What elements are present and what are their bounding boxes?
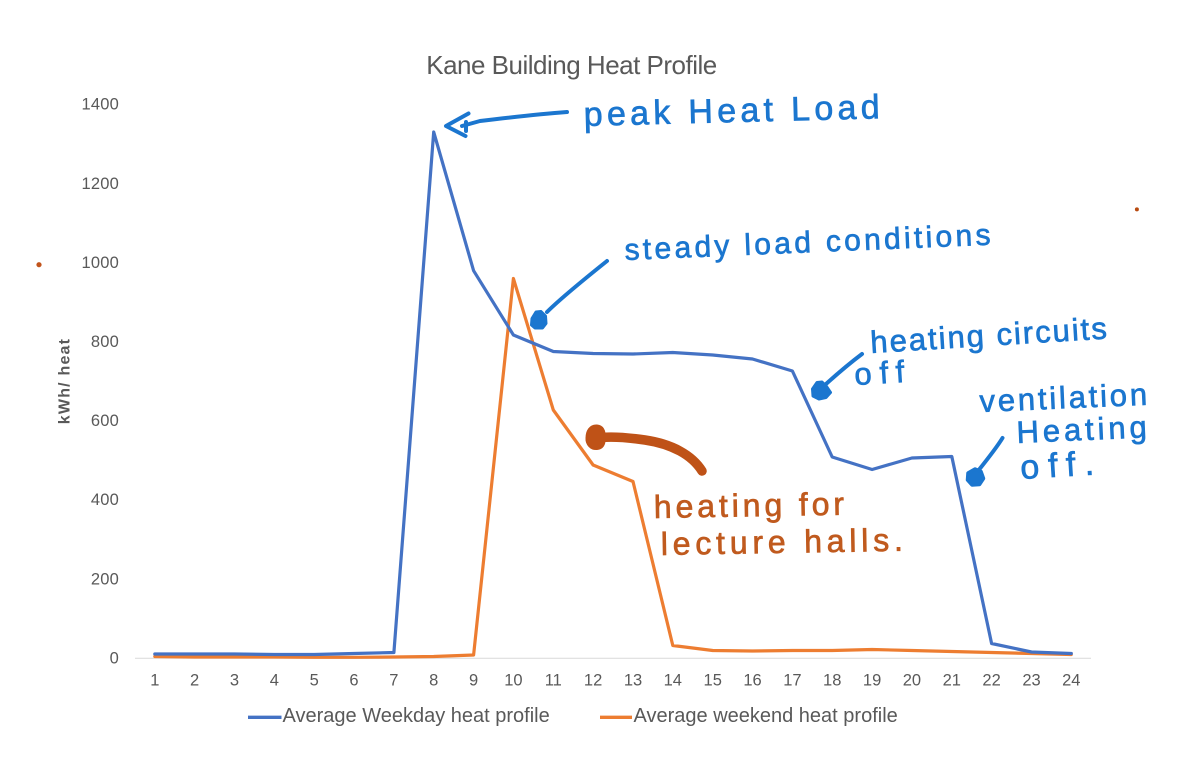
- svg-text:21: 21: [943, 672, 961, 690]
- svg-text:3: 3: [230, 672, 239, 690]
- svg-text:200: 200: [91, 570, 119, 588]
- svg-text:4: 4: [270, 672, 279, 690]
- svg-text:12: 12: [584, 672, 602, 690]
- svg-text:24: 24: [1062, 672, 1080, 690]
- svg-text:off: off: [853, 354, 913, 392]
- svg-text:off.: off.: [1019, 444, 1104, 487]
- svg-text:Kane Building Heat Profile: Kane Building Heat Profile: [426, 50, 717, 80]
- svg-text:400: 400: [91, 491, 119, 509]
- svg-text:0: 0: [110, 649, 119, 667]
- svg-text:22: 22: [982, 672, 1000, 690]
- svg-text:19: 19: [863, 672, 881, 690]
- svg-text:Average weekend heat profile: Average weekend heat profile: [634, 705, 898, 727]
- svg-text:15: 15: [704, 672, 722, 690]
- svg-text:600: 600: [91, 412, 119, 430]
- svg-text:17: 17: [783, 672, 801, 690]
- svg-text:1000: 1000: [81, 254, 119, 272]
- svg-text:Heating: Heating: [1016, 409, 1152, 450]
- svg-text:heating for: heating for: [653, 486, 848, 525]
- svg-text:14: 14: [664, 672, 682, 690]
- svg-text:5: 5: [310, 672, 319, 690]
- svg-text:800: 800: [91, 333, 119, 351]
- svg-text:lecture halls.: lecture halls.: [660, 522, 907, 562]
- svg-text:1200: 1200: [81, 175, 119, 193]
- svg-text:7: 7: [389, 672, 398, 690]
- svg-text:kWh/ heat: kWh/ heat: [57, 338, 74, 424]
- svg-text:20: 20: [903, 672, 921, 690]
- svg-text:8: 8: [429, 672, 438, 690]
- svg-text:ventilation: ventilation: [979, 377, 1151, 419]
- svg-text:6: 6: [349, 672, 358, 690]
- svg-text:2: 2: [190, 672, 199, 690]
- svg-text:13: 13: [624, 672, 642, 690]
- svg-text:18: 18: [823, 672, 841, 690]
- svg-text:10: 10: [504, 672, 522, 690]
- svg-text:16: 16: [743, 672, 761, 690]
- svg-text:9: 9: [469, 672, 478, 690]
- svg-text:peak Heat Load: peak Heat Load: [583, 88, 884, 134]
- svg-text:23: 23: [1022, 672, 1040, 690]
- svg-text:11: 11: [545, 672, 562, 690]
- svg-text:Average Weekday heat profile: Average Weekday heat profile: [283, 705, 550, 727]
- svg-text:1400: 1400: [81, 96, 119, 114]
- svg-text:1: 1: [150, 672, 159, 690]
